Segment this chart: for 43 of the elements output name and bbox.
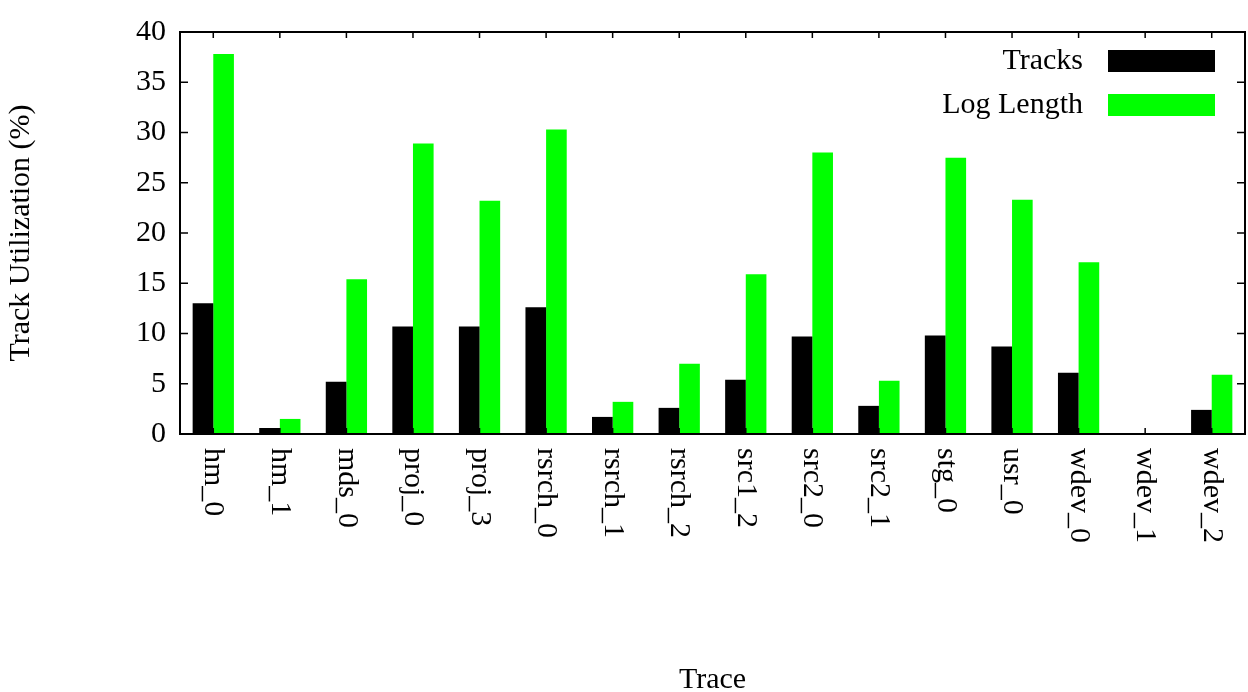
bar xyxy=(1012,199,1033,434)
bar xyxy=(546,129,567,434)
y-tick-label: 10 xyxy=(136,314,166,348)
x-tick-label: wdev_0 xyxy=(1064,448,1098,543)
x-tick-label: src2_0 xyxy=(798,448,832,528)
bar xyxy=(412,143,434,434)
bar xyxy=(745,274,767,434)
bar xyxy=(812,152,833,434)
bar xyxy=(612,401,634,434)
x-tick-label: hm_0 xyxy=(199,448,233,517)
x-tick-label: stg_0 xyxy=(931,448,965,514)
legend-label: Tracks xyxy=(1002,41,1083,75)
x-tick-label: wdev_2 xyxy=(1197,448,1231,543)
bar xyxy=(679,363,700,434)
y-tick-label: 40 xyxy=(136,12,166,46)
x-tick-label: rsrch_0 xyxy=(532,448,566,538)
x-tick-label: wdev_1 xyxy=(1131,448,1165,543)
bar xyxy=(1078,262,1100,434)
x-tick-label: mds_0 xyxy=(332,448,366,529)
bar xyxy=(346,279,368,434)
x-tick-label: src2_1 xyxy=(865,448,899,528)
y-tick-label: 25 xyxy=(136,163,166,197)
y-tick-label: 0 xyxy=(151,414,166,448)
y-tick-label: 5 xyxy=(151,364,166,398)
x-tick-label: rsrch_2 xyxy=(665,448,699,538)
y-tick-label: 30 xyxy=(136,113,166,147)
bar xyxy=(213,54,234,434)
x-tick-label: rsrch_1 xyxy=(598,448,632,538)
x-axis-title: Trace xyxy=(678,661,747,692)
bar xyxy=(479,200,501,434)
x-tick-label: proj_0 xyxy=(399,448,433,527)
bar xyxy=(1211,374,1233,434)
y-axis-title: Track Utilization (%) xyxy=(1,104,36,362)
y-tick-label: 35 xyxy=(136,63,166,97)
x-tick-label: proj_3 xyxy=(465,448,499,527)
legend-label: Log Length xyxy=(942,85,1083,119)
y-tick-label: 15 xyxy=(136,264,166,298)
bar xyxy=(945,157,967,434)
x-tick-label: usr_0 xyxy=(998,448,1032,515)
x-tick-label: hm_1 xyxy=(265,448,299,517)
y-tick-label: 20 xyxy=(136,213,166,247)
x-tick-label: src1_2 xyxy=(731,448,765,528)
bar xyxy=(878,380,900,434)
